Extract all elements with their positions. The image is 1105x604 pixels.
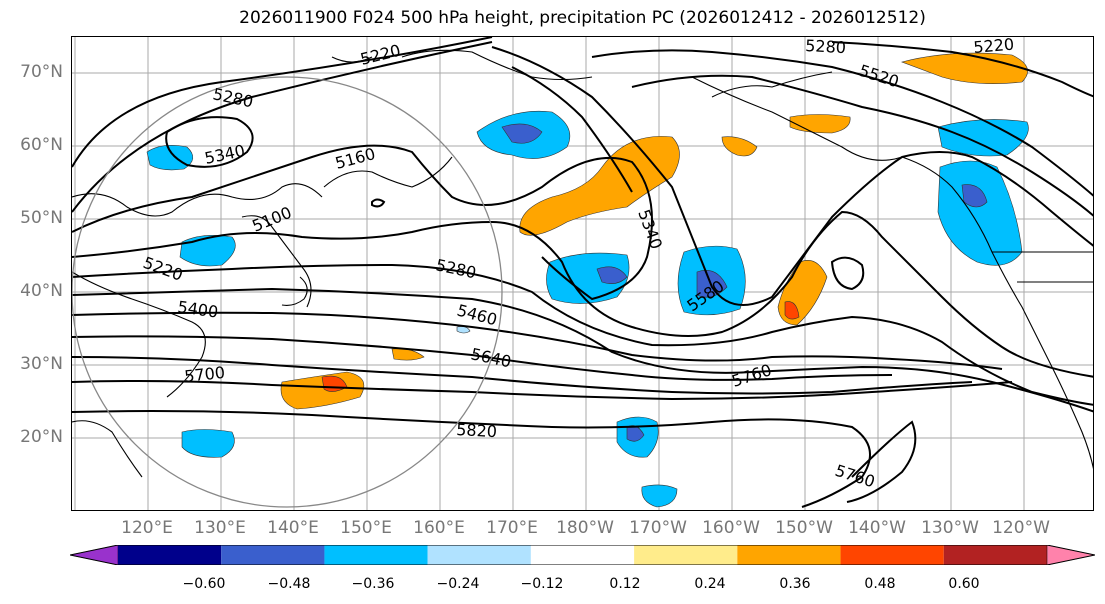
map-title: 2026011900 F024 500 hPa height, precipit… [239, 8, 926, 28]
colorbar-tick: −0.12 [520, 576, 564, 592]
lon-label: 120°E [121, 518, 173, 538]
precip-negative-areas [146, 110, 1029, 508]
contour-label: 5160 [333, 144, 377, 173]
colorbar-tick: 0.36 [779, 576, 811, 592]
colorbar-tick: −0.60 [182, 576, 226, 592]
lon-label: 170°W [629, 518, 687, 538]
lon-label: 130°W [921, 518, 979, 538]
colorbar-tick: 0.60 [948, 576, 980, 592]
height-contours [72, 37, 1093, 508]
colorbar-segment [943, 545, 1047, 565]
colorbar-tick: 0.12 [609, 576, 641, 592]
lon-label: 150°W [775, 518, 833, 538]
lon-label: 130°E [194, 518, 246, 538]
contour-label: 5340 [634, 207, 666, 252]
map-svg: 5220 5280 5340 5160 5100 5220 5400 5280 … [72, 37, 1093, 510]
colorbar-extend-low [69, 544, 119, 566]
lon-label: 120°W [992, 518, 1050, 538]
colorbar-segment [221, 545, 325, 565]
lon-label: 150°E [340, 518, 392, 538]
contour-label: 5100 [249, 203, 294, 236]
lon-label: 160°E [413, 518, 465, 538]
lat-label-20: 20°N [20, 427, 63, 447]
lon-label: 180°W [556, 518, 614, 538]
contour-label: 5640 [469, 344, 513, 371]
colorbar-tick: −0.36 [351, 576, 395, 592]
colorbar-extend-high [1046, 544, 1096, 566]
colorbar-segment [634, 545, 738, 565]
colorbar-segment [737, 545, 841, 565]
colorbar [69, 544, 1096, 566]
lat-label-30: 30°N [20, 354, 63, 374]
colorbar-tick: −0.24 [436, 576, 480, 592]
contour-label: 5760 [833, 461, 878, 492]
colorbar-segment [530, 545, 635, 565]
colorbar-segment [427, 545, 531, 565]
lat-label-60: 60°N [20, 135, 63, 155]
colorbar-tick: 0.24 [694, 576, 726, 592]
contour-label: 5280 [805, 37, 847, 57]
contour-label: 5220 [973, 37, 1015, 57]
contour-label: 5220 [358, 41, 402, 69]
map-panel[interactable]: 5220 5280 5340 5160 5100 5220 5400 5280 … [71, 36, 1094, 511]
lon-label: 170°E [486, 518, 538, 538]
colorbar-segment [324, 545, 428, 565]
colorbar-tick: 0.48 [864, 576, 896, 592]
colorbar-tick: −0.48 [267, 576, 311, 592]
contour-label: 5820 [456, 420, 498, 441]
lon-label: 140°W [848, 518, 906, 538]
contour-label: 5520 [857, 61, 902, 92]
colorbar-segment [118, 545, 222, 565]
contour-label: 5280 [434, 255, 478, 282]
coastlines [72, 49, 1093, 478]
lon-label: 140°E [267, 518, 319, 538]
contour-label: 5700 [183, 363, 225, 386]
colorbar-svg [69, 544, 1096, 566]
lon-label: 160°W [702, 518, 760, 538]
colorbar-segment [840, 545, 944, 565]
contour-label: 5340 [203, 141, 247, 168]
reference-circle [72, 76, 503, 508]
lat-label-50: 50°N [20, 208, 63, 228]
contour-label: 5220 [141, 253, 186, 285]
lat-label-70: 70°N [20, 62, 63, 82]
lat-label-40: 40°N [20, 281, 63, 301]
